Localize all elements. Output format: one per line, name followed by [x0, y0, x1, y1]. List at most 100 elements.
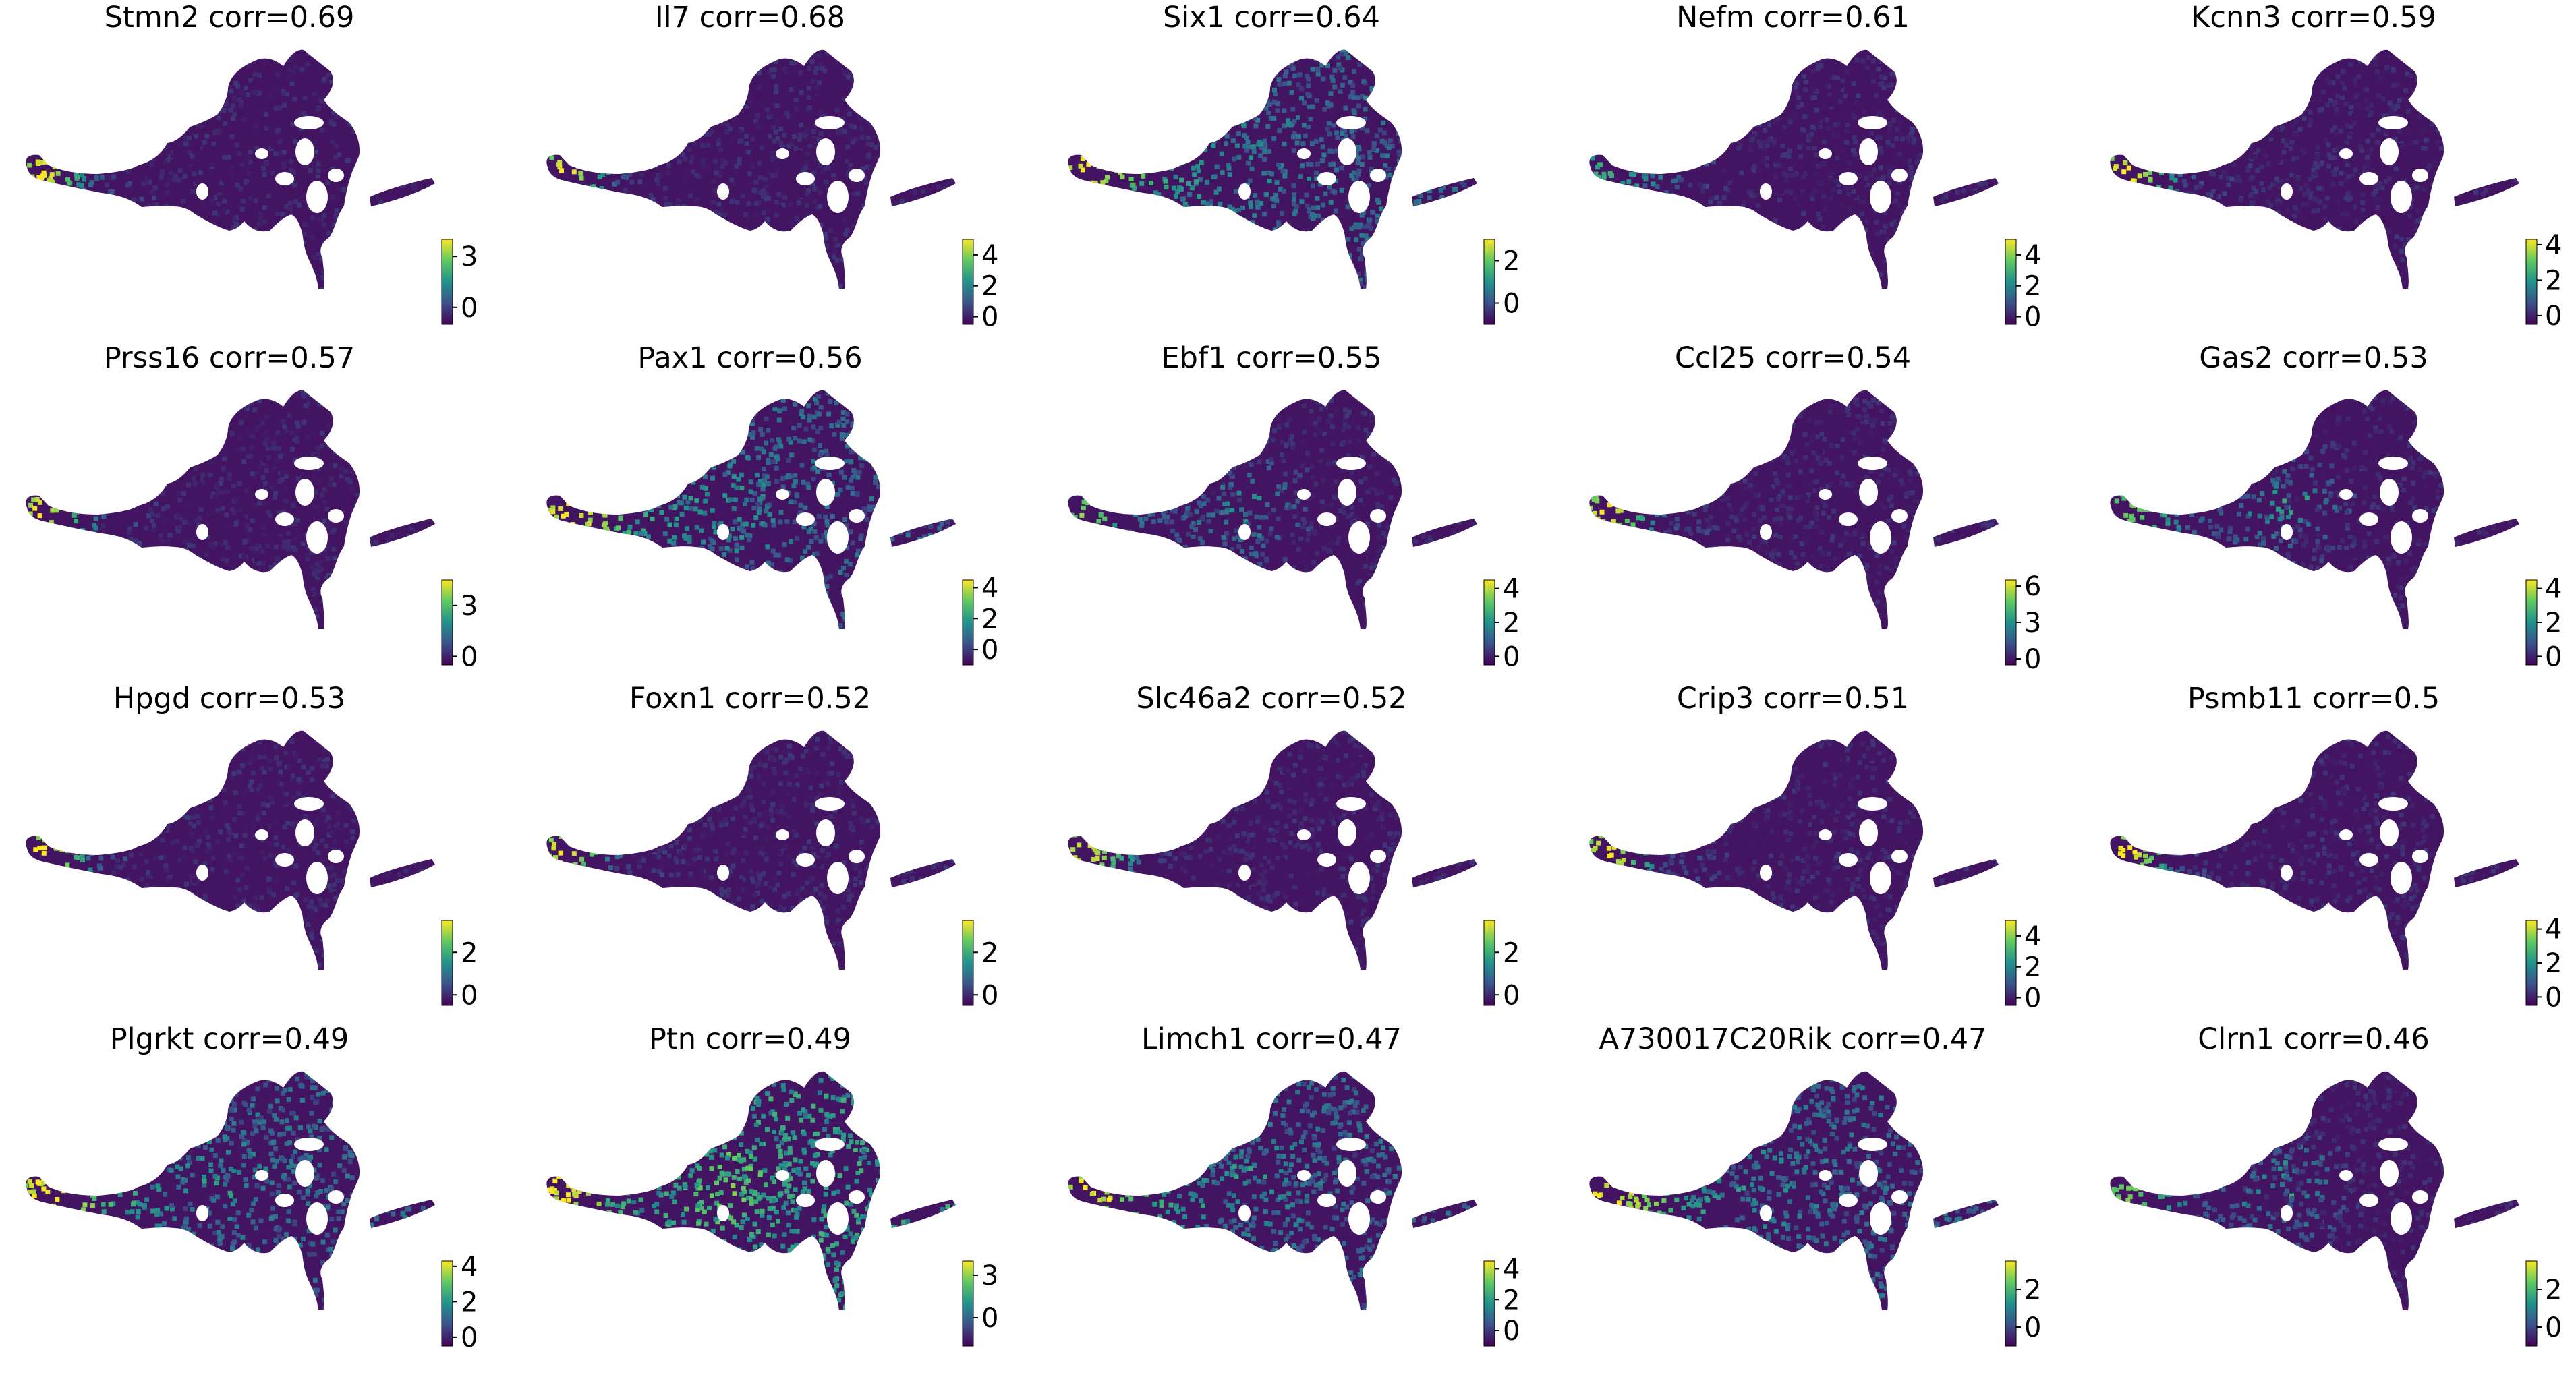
- embedding-region: [2110, 730, 2519, 970]
- umap-scatter: 6 3 0: [1589, 390, 2041, 675]
- colorbar-tick-label: 3: [461, 591, 478, 622]
- umap-scatter: 30: [26, 49, 478, 325]
- panel-title: A730017C20Rik corr=0.47: [1564, 1022, 2022, 1057]
- embedding-region: [26, 49, 436, 289]
- colorbar: [1483, 579, 1495, 666]
- embedding-region: [546, 390, 956, 629]
- umap-scatter: 30: [546, 1071, 998, 1347]
- embedding-region: [1068, 730, 1477, 970]
- umap-panel-ebf1: Ebf1 corr=0.55 4 2 0: [1042, 341, 1562, 681]
- colorbar-tick-label: 0: [461, 641, 478, 672]
- panel-title: Ccl25 corr=0.54: [1564, 341, 2022, 376]
- umap-scatter: 30: [26, 390, 478, 672]
- colorbar-tick-label: 4: [461, 1252, 478, 1283]
- umap-scatter: 420: [2110, 390, 2562, 672]
- colorbar-tick-label: 0: [1503, 1316, 1520, 1347]
- panel-title: Clrn1 corr=0.46: [2084, 1022, 2543, 1057]
- colorbar-tick-label: 4: [981, 573, 998, 604]
- colorbar: [441, 1260, 453, 1347]
- umap-scatter: 4 2 0: [26, 1071, 478, 1353]
- panel-title: Ptn corr=0.49: [521, 1022, 979, 1057]
- colorbar-tick-label: 2: [1503, 1285, 1520, 1316]
- colorbar: [2525, 239, 2538, 325]
- umap-scatter: 20: [1589, 1071, 2041, 1347]
- colorbar-tick-label: 0: [1503, 980, 1520, 1011]
- colorbar-tick-label: 0: [981, 1303, 998, 1334]
- colorbar: [2005, 579, 2017, 666]
- colorbar-tick-label: 3: [2024, 608, 2041, 639]
- panel-title: Plgrkt corr=0.49: [0, 1022, 459, 1057]
- colorbar-tick-label: 4: [1503, 574, 1520, 605]
- colorbar: [962, 1260, 974, 1347]
- umap-panel-il7: Il7 corr=0.68 4 2 0: [521, 0, 1040, 341]
- umap-scatter: 20: [1068, 49, 1520, 325]
- umap-panel-nefm: Nefm corr=0.61 4 2 0: [1564, 0, 2083, 341]
- colorbar: [1483, 239, 1495, 325]
- panel-title: Limch1 corr=0.47: [1042, 1022, 1501, 1057]
- colorbar: [962, 579, 974, 666]
- colorbar-tick-label: 3: [981, 1260, 998, 1291]
- panel-title: Hpgd corr=0.53: [0, 681, 459, 716]
- colorbar: [2525, 1260, 2538, 1347]
- panel-title: Ebf1 corr=0.55: [1042, 341, 1501, 376]
- umap-panel-six1: Six1 corr=0.64 2 0: [1042, 0, 1562, 341]
- colorbar: [2005, 920, 2017, 1006]
- colorbar-tick-label: 0: [981, 980, 998, 1011]
- colorbar-tick-label: 2: [2024, 271, 2041, 302]
- colorbar-tick-label: 2: [2024, 1275, 2041, 1306]
- colorbar-tick-label: 0: [2545, 982, 2562, 1013]
- colorbar-tick-label: 0: [2024, 644, 2041, 675]
- umap-scatter: 20: [1068, 730, 1520, 1011]
- umap-panel-crip3: Crip3 corr=0.51 4 2 0: [1564, 681, 2083, 1022]
- colorbar-tick-label: 4: [2024, 921, 2041, 952]
- colorbar-tick-label: 4: [2545, 230, 2562, 261]
- panel-title: Crip3 corr=0.51: [1564, 681, 2022, 716]
- umap-scatter: 420: [546, 390, 998, 666]
- umap-panel-psmb11: Psmb11 corr=0.5 4 2 0: [2084, 681, 2576, 1022]
- colorbar: [2525, 579, 2538, 666]
- colorbar: [2005, 1260, 2017, 1347]
- umap-panel-gas2: Gas2 corr=0.53 4 2 0: [2084, 341, 2576, 681]
- umap-panel-hpgd: Hpgd corr=0.53 2 0: [0, 681, 519, 1022]
- umap-scatter: 420: [1068, 390, 1520, 672]
- umap-panel-foxn1: Foxn1 corr=0.52 2 0: [521, 681, 1040, 1022]
- panel-title: Kcnn3 corr=0.59: [2084, 0, 2543, 35]
- panel-title: Slc46a2 corr=0.52: [1042, 681, 1501, 716]
- umap-scatter: 420: [546, 49, 998, 333]
- umap-panel-limch1: Limch1 corr=0.47 4 2 0: [1042, 1022, 1562, 1362]
- umap-panel-kcnn3: Kcnn3 corr=0.59 4 2 0: [2084, 0, 2576, 341]
- colorbar: [1483, 1260, 1495, 1347]
- colorbar-tick-label: 2: [2545, 265, 2562, 296]
- umap-scatter: 420: [1589, 730, 2041, 1014]
- panel-title: Il7 corr=0.68: [521, 0, 979, 35]
- colorbar-tick-label: 6: [2024, 571, 2041, 602]
- panel-title: Foxn1 corr=0.52: [521, 681, 979, 716]
- embedding-region: [2110, 1071, 2519, 1310]
- panel-title: Gas2 corr=0.53: [2084, 341, 2543, 376]
- colorbar-tick-label: 0: [981, 302, 998, 333]
- umap-scatter: 420: [2110, 49, 2562, 332]
- colorbar-tick-label: 0: [981, 635, 998, 666]
- colorbar-tick-label: 2: [1503, 608, 1520, 639]
- colorbar: [2005, 239, 2017, 325]
- umap-panel-pax1: Pax1 corr=0.56 4 2 0: [521, 341, 1040, 681]
- colorbar-tick-label: 0: [1503, 289, 1520, 320]
- colorbar: [441, 920, 453, 1006]
- umap-panel-slc46a2: Slc46a2 corr=0.52 2 0: [1042, 681, 1562, 1022]
- colorbar-tick-label: 4: [1503, 1254, 1520, 1285]
- colorbar-tick-label: 2: [461, 1287, 478, 1318]
- colorbar-tick-label: 0: [2024, 983, 2041, 1014]
- colorbar-tick-label: 2: [2545, 608, 2562, 639]
- embedding-region: [546, 730, 956, 970]
- embedding-region: [546, 49, 956, 289]
- colorbar-tick-label: 0: [461, 1322, 478, 1353]
- colorbar-tick-label: 2: [981, 937, 998, 968]
- colorbar-tick-label: 2: [981, 604, 998, 635]
- colorbar-tick-label: 0: [461, 293, 478, 324]
- umap-scatter: 20: [546, 730, 998, 1011]
- colorbar: [441, 579, 453, 666]
- colorbar-tick-label: 2: [2024, 952, 2041, 983]
- colorbar-tick-label: 2: [2545, 948, 2562, 979]
- umap-panel-a730017c20rik: A730017C20Rik corr=0.47 2 0: [1564, 1022, 2083, 1362]
